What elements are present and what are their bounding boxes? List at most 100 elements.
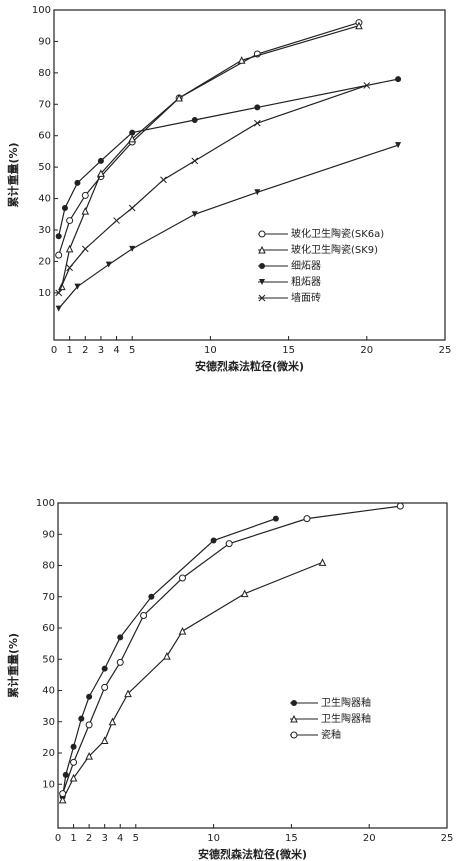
x-tick-label: 20 [363,833,376,844]
marker [78,715,85,722]
marker [395,142,402,149]
plot-frame [57,502,448,829]
legend-label: 玻化卫生陶瓷(SK6a) [291,227,384,240]
legend-label: 瓷釉 [321,728,341,741]
x-axis-title: 安德烈森法粒径(微米) [195,359,304,373]
x-tick-label: 3 [101,833,107,844]
marker [97,157,104,164]
x-tick-label: 5 [129,345,135,356]
y-tick-label: 100 [32,5,51,16]
legend-marker [290,714,298,723]
series-line [62,561,323,801]
legend-label: 卫生陶器釉 [321,696,371,709]
legend-marker [258,230,266,238]
marker [254,189,261,196]
marker [70,743,77,750]
marker [65,244,74,253]
marker [101,665,108,672]
marker [117,634,124,641]
y-tick-label: 60 [38,131,51,142]
legend-label: 细炻器 [291,259,321,272]
marker [74,283,81,290]
marker [81,245,89,253]
marker [254,104,261,111]
y-tick-label: 70 [38,99,51,110]
marker [105,261,112,268]
marker [70,758,78,766]
marker [129,129,136,136]
x-tick-label: 20 [360,345,373,356]
x-tick-label: 25 [441,833,454,844]
marker [58,795,67,804]
x-tick-label: 10 [207,833,220,844]
marker [191,211,198,218]
marker [86,693,93,700]
marker [178,627,187,635]
x-tick-label: 25 [439,345,452,356]
y-tick-label: 40 [38,194,51,205]
y-tick-label: 100 [36,498,55,509]
marker [129,245,136,252]
marker [163,652,171,660]
legend-label: 墙面砖 [291,291,321,304]
x-tick-label: 3 [98,345,104,356]
marker [113,217,120,224]
x-tick-label: 2 [86,833,92,844]
marker [318,558,327,566]
x-tick-label: 15 [285,833,298,844]
x-tick-label: 1 [66,345,72,356]
legend-marker [258,294,266,302]
marker [355,21,363,30]
series-line [61,25,360,287]
series-line [62,505,401,794]
marker [55,251,63,259]
y-tick-label: 40 [42,686,55,697]
marker [253,119,261,127]
marker [175,93,183,102]
marker [59,790,67,798]
y-tick-label: 20 [42,748,55,759]
marker [55,305,62,312]
x-tick-label: 2 [82,345,88,356]
legend-marker [290,731,298,739]
marker [81,207,90,215]
y-tick-label: 60 [42,623,55,634]
marker [160,176,167,184]
y-tick-label: 70 [42,592,55,603]
marker [101,683,109,691]
x-tick-label: 4 [113,345,119,356]
y-axis-title: 累计重量(%) [6,142,20,207]
marker [140,612,148,619]
chart: 10 20 30 40 50 60 70 80 90 100 0 1 2 3 4 5 10 15 20 25 安德烈森法… [6,498,453,861]
marker [363,82,371,89]
marker [128,204,136,212]
x-tick-label: 1 [70,833,76,844]
marker [116,658,124,666]
marker [66,217,74,225]
x-tick-label: 5 [133,833,139,844]
series-line [62,518,277,797]
x-tick-label: 15 [282,345,295,356]
marker [61,205,68,211]
y-tick-label: 30 [42,717,55,728]
marker [225,540,233,548]
x-tick-label: 10 [204,345,217,356]
legend-label: 粗炻器 [291,275,321,288]
y-axis-title: 累计重量(%) [6,633,20,698]
x-tick-label: 4 [117,833,123,844]
marker [178,574,186,582]
marker [66,264,73,272]
marker [237,56,246,64]
y-tick-label: 80 [38,68,51,79]
marker [210,537,217,544]
y-tick-label: 50 [42,654,55,665]
x-axis-title: 安德烈森法粒径(微米) [198,847,307,861]
chart: 10 20 30 40 50 60 70 80 90 100 0 1 2 3 4 5 10 15 20 25 安德烈森法… [6,5,451,373]
marker [85,752,93,760]
legend-marker [259,279,265,285]
series-line [58,21,360,256]
marker [100,736,109,744]
x-tick-label: 0 [55,833,61,844]
marker [124,689,132,698]
